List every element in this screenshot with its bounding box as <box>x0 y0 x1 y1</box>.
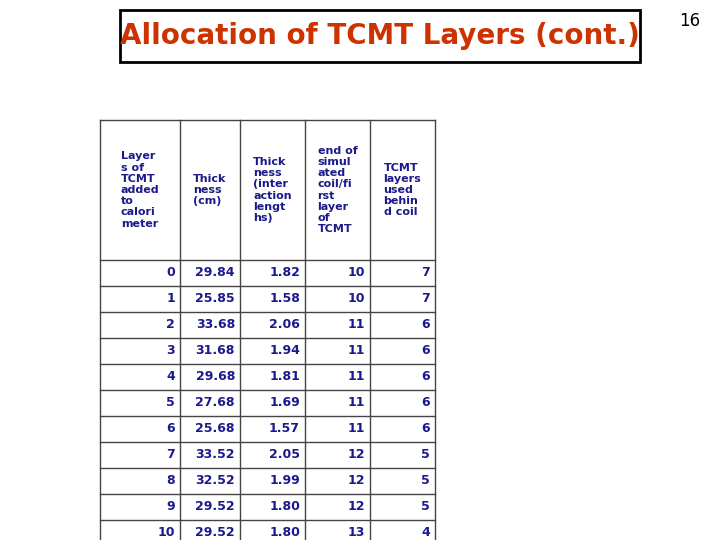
Text: 25.85: 25.85 <box>195 293 235 306</box>
Text: 29.68: 29.68 <box>196 370 235 383</box>
Text: 2: 2 <box>166 319 175 332</box>
Text: 25.68: 25.68 <box>196 422 235 435</box>
Text: 29.52: 29.52 <box>195 501 235 514</box>
Text: 31.68: 31.68 <box>196 345 235 357</box>
Text: 1.82: 1.82 <box>269 267 300 280</box>
Text: 4: 4 <box>166 370 175 383</box>
Text: 32.52: 32.52 <box>195 475 235 488</box>
Text: 12: 12 <box>348 501 365 514</box>
Bar <box>120 10 640 62</box>
Text: Thick
ness
(cm): Thick ness (cm) <box>193 174 227 206</box>
Text: 8: 8 <box>166 475 175 488</box>
Text: 9: 9 <box>166 501 175 514</box>
Text: 6: 6 <box>166 422 175 435</box>
Text: 29.84: 29.84 <box>196 267 235 280</box>
Text: 29.52: 29.52 <box>195 526 235 539</box>
Text: 11: 11 <box>348 319 365 332</box>
Text: 1.80: 1.80 <box>269 501 300 514</box>
Text: 6: 6 <box>421 422 430 435</box>
Text: 5: 5 <box>166 396 175 409</box>
Text: 1.99: 1.99 <box>269 475 300 488</box>
Text: 5: 5 <box>421 501 430 514</box>
Text: 11: 11 <box>348 345 365 357</box>
Text: 11: 11 <box>348 422 365 435</box>
Text: TCMT
layers
used
behin
d coil: TCMT layers used behin d coil <box>384 163 421 218</box>
Text: 13: 13 <box>348 526 365 539</box>
Text: 6: 6 <box>421 345 430 357</box>
Text: 2.06: 2.06 <box>269 319 300 332</box>
Text: 7: 7 <box>166 449 175 462</box>
Text: 16: 16 <box>679 12 700 30</box>
Text: 1.80: 1.80 <box>269 526 300 539</box>
Text: 6: 6 <box>421 370 430 383</box>
Text: 4: 4 <box>421 526 430 539</box>
Text: 1: 1 <box>166 293 175 306</box>
Text: 11: 11 <box>348 370 365 383</box>
Text: 0: 0 <box>166 267 175 280</box>
Text: 1.94: 1.94 <box>269 345 300 357</box>
Text: 2.05: 2.05 <box>269 449 300 462</box>
Text: 1.57: 1.57 <box>269 422 300 435</box>
Text: 6: 6 <box>421 396 430 409</box>
Text: Thick
ness
(inter
action
lengt
hs): Thick ness (inter action lengt hs) <box>253 157 292 223</box>
Text: 1.81: 1.81 <box>269 370 300 383</box>
Text: 33.52: 33.52 <box>196 449 235 462</box>
Text: 3: 3 <box>166 345 175 357</box>
Text: 11: 11 <box>348 396 365 409</box>
Text: 10: 10 <box>348 293 365 306</box>
Text: 12: 12 <box>348 475 365 488</box>
Text: 5: 5 <box>421 475 430 488</box>
Text: 5: 5 <box>421 449 430 462</box>
Text: 27.68: 27.68 <box>196 396 235 409</box>
Text: 10: 10 <box>158 526 175 539</box>
Text: 33.68: 33.68 <box>196 319 235 332</box>
Text: 10: 10 <box>348 267 365 280</box>
Text: end of
simul
ated
coil/fi
rst
layer
of
TCMT: end of simul ated coil/fi rst layer of T… <box>318 146 357 234</box>
Text: Allocation of TCMT Layers (cont.): Allocation of TCMT Layers (cont.) <box>120 22 640 50</box>
Text: 7: 7 <box>421 293 430 306</box>
Text: 6: 6 <box>421 319 430 332</box>
Text: Layer
s of
TCMT
added
to
calori
meter: Layer s of TCMT added to calori meter <box>121 151 159 228</box>
Text: 7: 7 <box>421 267 430 280</box>
Text: 1.58: 1.58 <box>269 293 300 306</box>
Text: 12: 12 <box>348 449 365 462</box>
Text: 1.69: 1.69 <box>269 396 300 409</box>
